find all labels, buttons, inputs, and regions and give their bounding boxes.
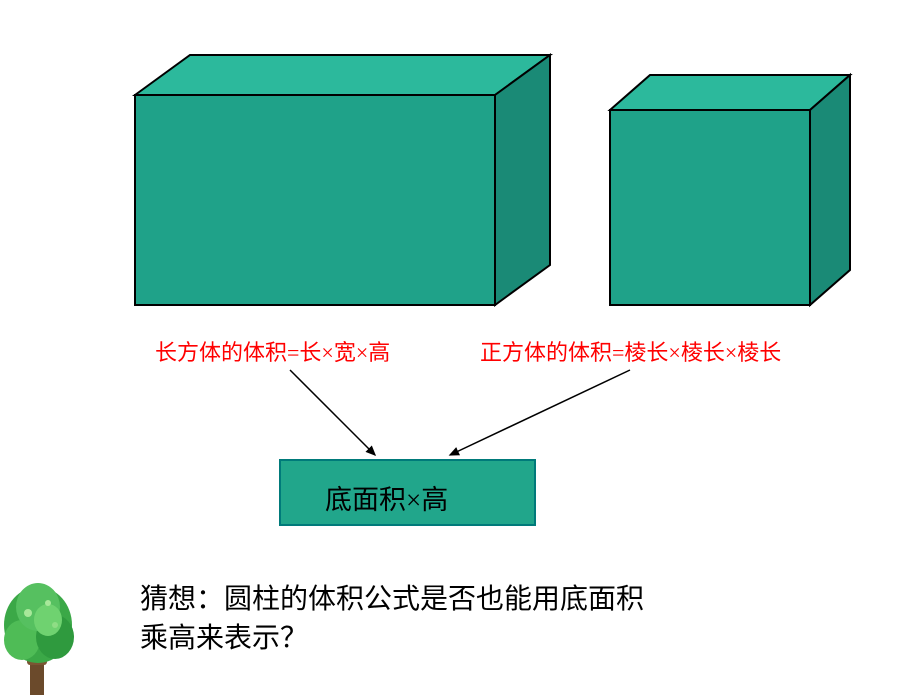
cuboid-shape <box>135 55 550 305</box>
base-area-height-label: 底面积×高 <box>325 478 448 517</box>
hypothesis-text: 猜想：圆柱的体积公式是否也能用底面积 乘高来表示？ <box>140 580 644 658</box>
cuboid-formula-label: 长方体的体积=长×宽×高 <box>155 335 390 367</box>
hypothesis-line1: 猜想：圆柱的体积公式是否也能用底面积 <box>140 584 644 615</box>
arrow-right <box>450 370 630 455</box>
hypothesis-line2: 乘高来表示？ <box>140 623 308 654</box>
cube-shape <box>610 75 850 305</box>
tree-decoration <box>0 565 95 695</box>
cube-formula-label: 正方体的体积=棱长×棱长×棱长 <box>480 335 781 367</box>
arrow-left <box>290 370 375 455</box>
